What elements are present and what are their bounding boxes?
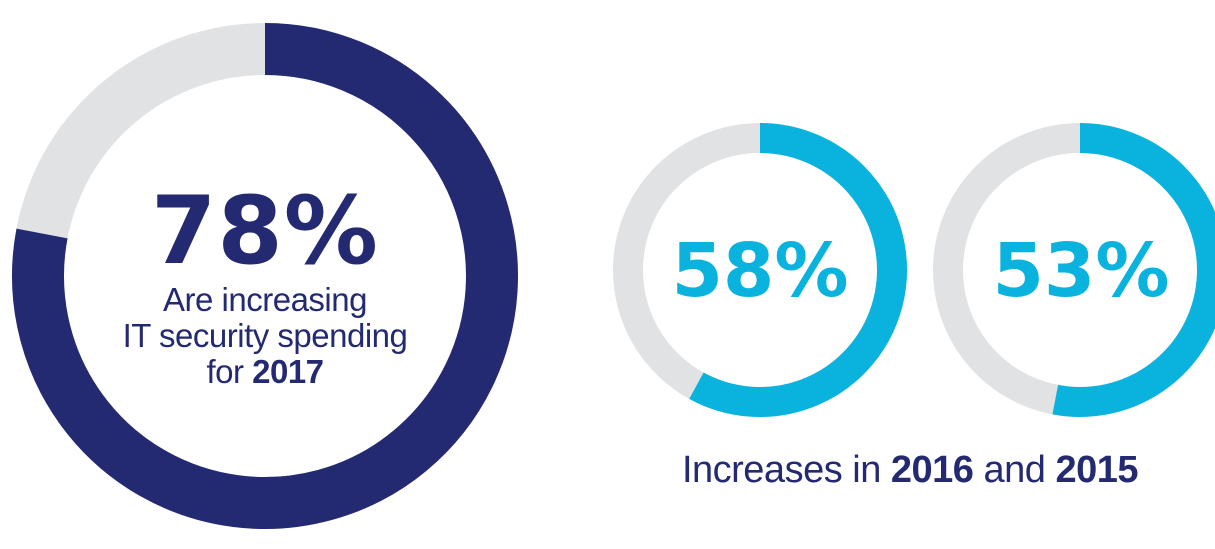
donut-2015-value-label: 53% bbox=[992, 228, 1170, 314]
donut-2017-label: 78% Are increasing IT security spending … bbox=[105, 182, 425, 390]
donut-2015-value-arc bbox=[1052, 123, 1215, 417]
donut-2017-value-arc bbox=[12, 23, 518, 529]
donut-2017-description-line-3: for 2017 bbox=[105, 354, 425, 390]
donut-2016-value-arc bbox=[689, 123, 907, 417]
donut-2017-year: 2017 bbox=[252, 353, 324, 390]
donut-2017-description-line-1: Are increasing bbox=[163, 281, 367, 318]
caption-prefix: Increases in bbox=[681, 449, 881, 491]
donut-2016-value-label: 58% bbox=[671, 228, 849, 314]
donut-2017-for-word: for bbox=[206, 353, 244, 390]
comparison-caption: Increases in 2016 and 2015 bbox=[600, 448, 1215, 492]
donut-2017-value-label: 78% bbox=[151, 177, 379, 286]
caption-year-2015: 2015 bbox=[1055, 449, 1139, 491]
caption-year-2016: 2016 bbox=[890, 449, 974, 491]
caption-conjunction: and bbox=[983, 449, 1046, 491]
donut-2017-description-line-2: IT security spending bbox=[122, 317, 408, 354]
